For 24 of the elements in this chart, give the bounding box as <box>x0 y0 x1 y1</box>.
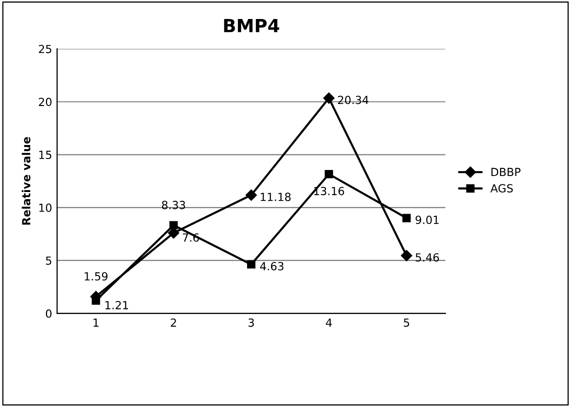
legend-label: AGS <box>490 184 513 192</box>
legend-label: DBBP <box>491 168 520 176</box>
y-axis-title: Relative value <box>22 137 30 225</box>
y-tick-label: 0 <box>46 309 52 318</box>
y-tick-label: 5 <box>46 256 52 265</box>
y-tick-label: 10 <box>39 204 52 212</box>
data-label: 5.46 <box>416 253 439 262</box>
x-tick-label: 5 <box>404 318 410 327</box>
data-label: 8.33 <box>162 200 186 210</box>
data-label: 11.18 <box>260 192 291 202</box>
chart-title: BMP4 <box>224 19 280 32</box>
y-tick-label: 25 <box>38 44 52 54</box>
x-tick-label: 4 <box>326 318 332 327</box>
y-tick-label: 20 <box>38 98 52 106</box>
data-label: 1.21 <box>105 300 128 310</box>
x-tick-label: 3 <box>248 318 254 327</box>
x-tick-label: 1 <box>94 318 98 327</box>
y-tick-label: 15 <box>39 150 52 160</box>
data-label: 9.01 <box>416 216 439 224</box>
data-label: 13.16 <box>314 186 344 196</box>
data-label: 4.63 <box>260 262 284 270</box>
data-label: 1.59 <box>84 272 108 281</box>
data-label: 20.34 <box>338 96 368 104</box>
x-tick-label: 2 <box>170 318 176 327</box>
